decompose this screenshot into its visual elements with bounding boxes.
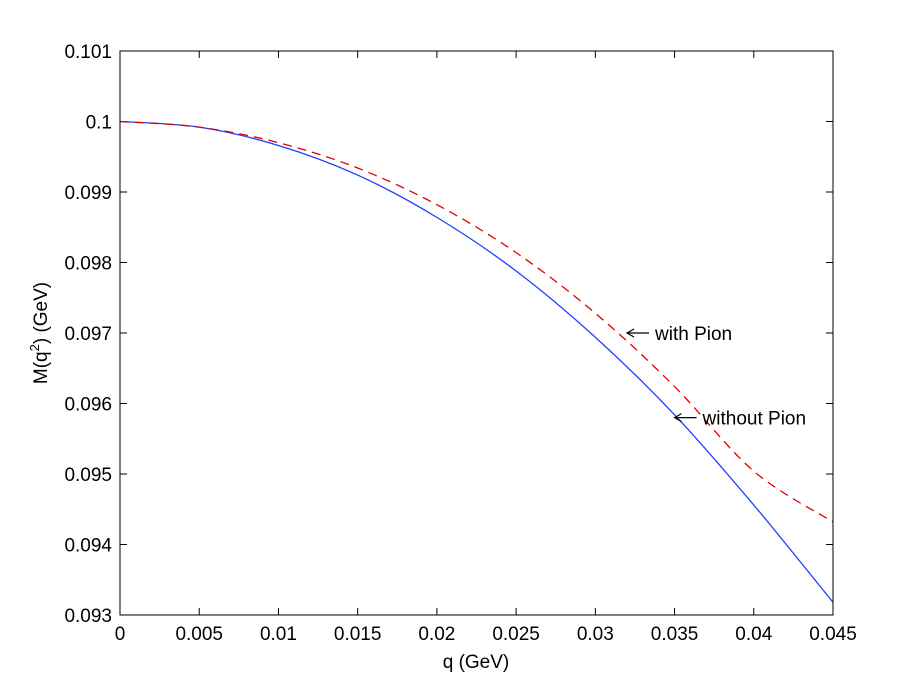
plot-area [120,51,833,615]
annotation: without Pion [673,409,807,430]
y-tick-label: 0.097 [64,324,112,345]
x-tick-label: 0.02 [418,624,455,645]
x-tick-label: 0.015 [334,624,382,645]
x-tick-label: 0.025 [492,624,540,645]
annotation-arrow-head [625,328,635,338]
y-tick-label: 0.096 [64,395,112,416]
y-tick-label: 0.094 [64,536,112,557]
y-tick-label: 0.095 [64,465,112,486]
x-tick-label: 0.03 [577,624,614,645]
annotations: with Pion without Pion [625,324,807,430]
x-tick-label: 0.01 [260,624,297,645]
annotation-arrow-head [673,413,682,423]
annotation-label: without Pion [702,409,807,430]
x-tick-label: 0 [115,624,126,645]
x-tick-label: 0.04 [735,624,772,645]
y-tick-label: 0.1 [86,113,112,134]
series-layer [119,120,834,603]
annotation: with Pion [625,324,732,345]
series-line-solid [119,120,834,603]
y-tick-label: 0.093 [64,606,112,627]
annotation-label: with Pion [654,324,732,345]
x-tick-label: 0.035 [651,624,699,645]
x-axis-label: q (GeV) [443,652,510,673]
x-tick-label: 0.045 [809,624,857,645]
y-tick-label: 0.099 [64,183,112,204]
x-tick-label: 0.005 [175,624,223,645]
y-axis-label: M(q2) (GeV) [27,282,52,384]
y-tick-label: 0.101 [64,42,112,63]
plot-frame [119,50,834,616]
y-tick-label: 0.098 [64,254,112,275]
axis-tick-labels: 0 0.005 0.01 0.015 0.02 0.025 0.03 0.035 0.04 0.0… [64,42,856,645]
series-line-dashed [119,120,834,523]
